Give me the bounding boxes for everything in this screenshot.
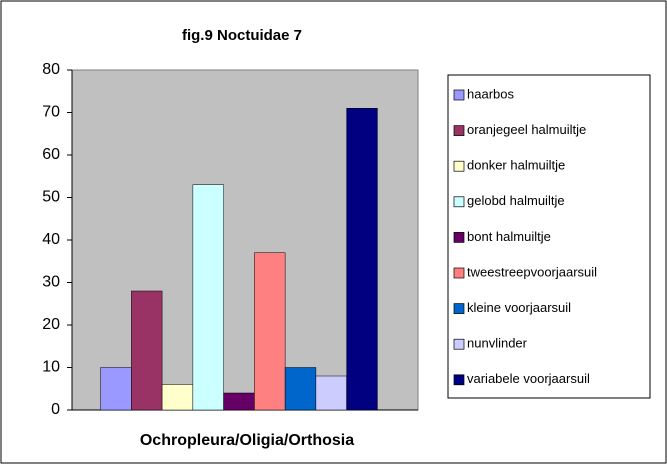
bar xyxy=(315,375,347,411)
legend-swatch xyxy=(453,374,465,386)
legend-label: gelobd halmuiltje xyxy=(467,193,565,208)
legend-label: kleine voorjaarsuil xyxy=(467,300,571,315)
legend-label: oranjegeel halmuiltje xyxy=(467,122,586,137)
bar xyxy=(346,108,378,411)
y-tick-label: 70 xyxy=(42,104,60,121)
x-category-label: Ochropleura/Oligia/Orthosia xyxy=(140,432,354,449)
y-tick-label: 60 xyxy=(42,146,60,163)
legend-label: donker halmuiltje xyxy=(467,158,565,173)
legend-label: tweestreepvoorjaarsuil xyxy=(467,264,597,279)
legend-label: variabele voorjaarsuil xyxy=(467,371,590,386)
legend-label: bont halmuiltje xyxy=(467,229,551,244)
legend-swatch xyxy=(453,303,465,314)
bar xyxy=(161,384,194,411)
y-tick-label: 20 xyxy=(42,316,60,333)
y-tick-label: 40 xyxy=(42,231,60,248)
bar xyxy=(100,367,132,411)
y-tick-label: 0 xyxy=(51,401,60,418)
bar xyxy=(284,367,317,411)
bar xyxy=(223,392,255,411)
legend-label: nunvlinder xyxy=(467,336,528,351)
y-tick-label: 50 xyxy=(42,189,60,206)
legend-swatch xyxy=(453,125,465,136)
chart-title: fig.9 Noctuidae 7 xyxy=(182,27,302,44)
y-tick-label: 10 xyxy=(42,359,60,376)
legend-swatch xyxy=(453,267,465,279)
y-tick-label: 30 xyxy=(42,274,60,291)
legend-box xyxy=(447,74,651,399)
bar xyxy=(254,252,286,411)
legend-swatch xyxy=(453,196,465,208)
legend-swatch xyxy=(453,160,465,172)
bar xyxy=(192,184,224,411)
legend-swatch xyxy=(453,232,465,243)
legend-swatch xyxy=(453,89,465,101)
y-tick-label: 80 xyxy=(42,61,60,78)
legend-label: haarbos xyxy=(467,86,514,101)
legend-swatch xyxy=(453,338,465,350)
bar xyxy=(131,290,163,411)
